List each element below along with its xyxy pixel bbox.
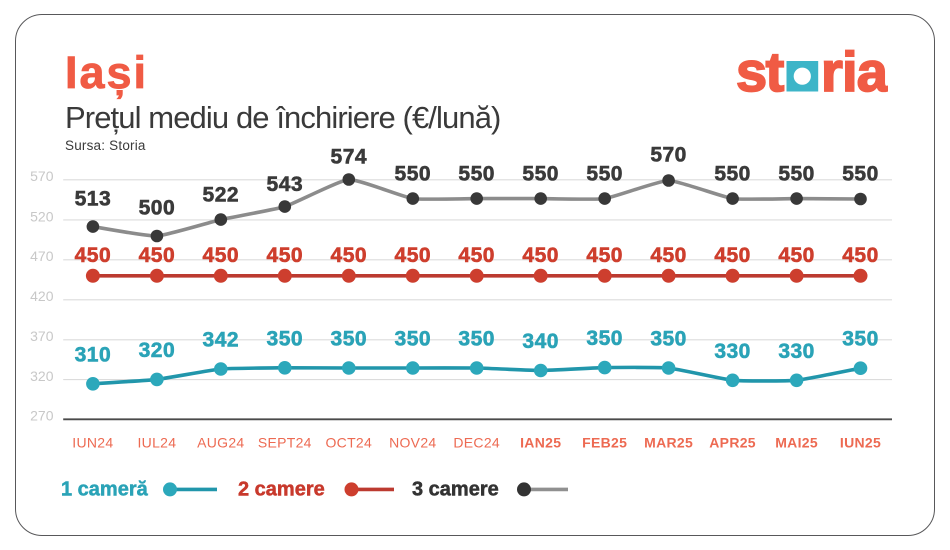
svg-text:270: 270 [30,408,54,424]
svg-text:370: 370 [30,328,54,344]
svg-text:450: 450 [395,244,432,267]
svg-text:IUL24: IUL24 [137,434,176,450]
svg-text:342: 342 [203,329,240,352]
svg-text:420: 420 [30,288,54,304]
svg-text:550: 550 [842,163,879,186]
svg-text:450: 450 [331,244,368,267]
svg-text:550: 550 [522,163,559,186]
svg-text:522: 522 [203,184,240,207]
svg-text:350: 350 [842,328,879,351]
svg-text:450: 450 [75,244,112,267]
svg-text:450: 450 [586,244,623,267]
svg-text:IUN24: IUN24 [72,434,113,450]
svg-text:340: 340 [522,330,559,353]
svg-text:570: 570 [30,168,54,184]
svg-text:3 camere: 3 camere [412,478,499,500]
svg-text:320: 320 [139,339,176,362]
svg-text:450: 450 [714,244,751,267]
svg-text:APR25: APR25 [709,434,756,450]
svg-text:MAI25: MAI25 [775,434,818,450]
svg-text:FEB25: FEB25 [582,434,627,450]
svg-text:500: 500 [139,196,176,219]
svg-text:450: 450 [842,244,879,267]
svg-text:520: 520 [30,208,54,224]
svg-text:OCT24: OCT24 [325,434,372,450]
svg-text:350: 350 [586,327,623,350]
svg-text:513: 513 [75,188,112,211]
svg-text:450: 450 [650,244,687,267]
svg-text:st: st [736,48,784,98]
svg-text:310: 310 [75,343,112,366]
svg-text:470: 470 [30,248,54,264]
svg-text:450: 450 [778,244,815,267]
svg-text:IAN25: IAN25 [520,434,561,450]
svg-text:450: 450 [139,244,176,267]
svg-text:543: 543 [267,173,304,196]
svg-text:450: 450 [458,244,495,267]
svg-text:2 camere: 2 camere [238,478,325,500]
svg-text:1 cameră: 1 cameră [61,478,149,500]
svg-text:550: 550 [714,163,751,186]
svg-text:550: 550 [458,163,495,186]
svg-text:570: 570 [650,144,687,167]
svg-text:574: 574 [331,146,368,169]
svg-text:550: 550 [395,163,432,186]
svg-text:350: 350 [395,328,432,351]
svg-text:330: 330 [714,340,751,363]
svg-text:550: 550 [778,163,815,186]
svg-text:AUG24: AUG24 [197,434,244,450]
svg-text:320: 320 [30,368,54,384]
svg-text:350: 350 [331,328,368,351]
svg-text:350: 350 [458,328,495,351]
svg-text:IUN25: IUN25 [840,434,881,450]
svg-text:NOV24: NOV24 [389,434,436,450]
svg-text:550: 550 [586,163,623,186]
svg-text:450: 450 [522,244,559,267]
svg-text:DEC24: DEC24 [453,434,500,450]
svg-text:450: 450 [267,244,304,267]
svg-text:ria: ria [821,48,888,98]
svg-text:MAR25: MAR25 [644,434,693,450]
svg-text:450: 450 [203,244,240,267]
svg-text:330: 330 [778,340,815,363]
svg-text:350: 350 [650,328,687,351]
svg-text:SEPT24: SEPT24 [258,434,312,450]
svg-text:350: 350 [267,327,304,350]
